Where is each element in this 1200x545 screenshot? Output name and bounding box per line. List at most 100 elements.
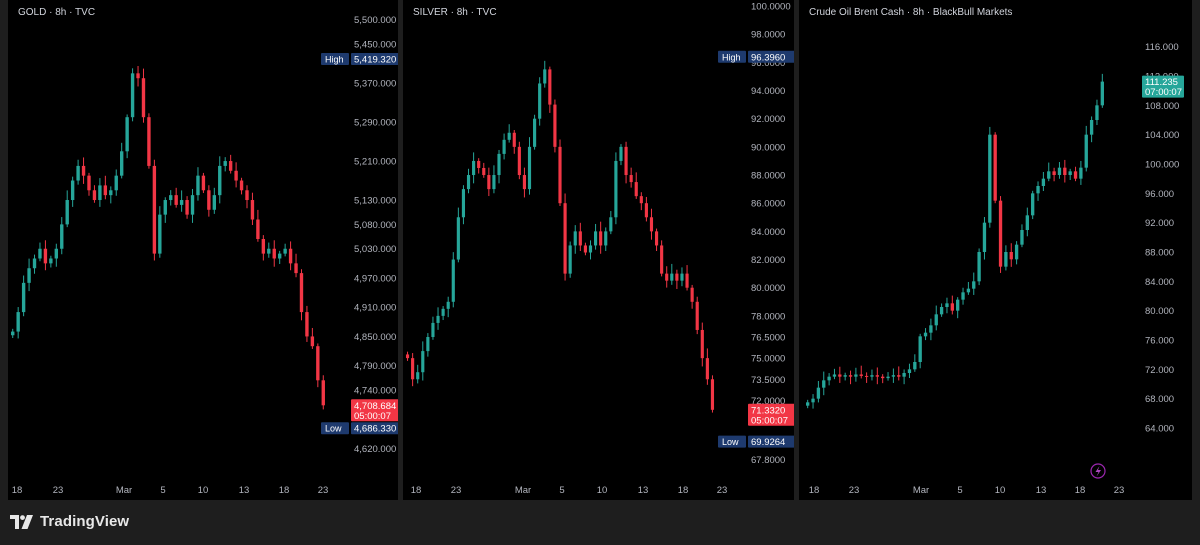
gold-candle [114,175,118,191]
gold-candle [32,258,37,269]
brent-candle [864,375,869,377]
silver-candle [685,273,689,288]
brent-candle [870,375,874,377]
brent-candle [902,373,906,377]
gold-candle [141,78,146,118]
brent-candle [881,376,885,379]
lightning-icon[interactable] [1090,463,1106,479]
gold-candle [158,214,162,254]
tradingview-brand: TradingView [40,513,130,530]
silver-y-tick-label: 94.0000 [751,86,785,97]
brent-candle [891,375,896,377]
gold-chart[interactable]: 5,500.000 5,450.000 5,370.000 5,290.000 5,21… [8,0,398,500]
brent-candle [838,374,842,377]
silver-y-tick-label: 76.5000 [751,333,785,344]
gold-candle [76,165,80,181]
gold-candle [261,239,266,254]
gold-candle [212,195,216,210]
silver-low-tag: 69.9264 Low [718,435,794,448]
silver-candle [654,231,659,246]
brent-y-tick-label: 116.000 [1145,42,1179,53]
gold-x-tick-label: 23 [53,485,64,496]
brent-candle [945,303,949,307]
silver-chart-panel[interactable]: 100.0000 98.0000 96.0000 94.0000 92.0000 90.0… [403,0,794,500]
silver-candle [665,273,669,281]
brent-candle [1057,167,1062,175]
brent-y-tick-label: 108.000 [1145,101,1179,112]
gold-x-tick-label: 18 [12,485,23,496]
gold-candle [299,273,304,313]
gold-candle [103,185,108,196]
silver-chart[interactable]: 100.0000 98.0000 96.0000 94.0000 92.0000 90.0… [403,0,794,500]
brent-candle [988,134,992,223]
brent-candle [1052,171,1056,175]
brent-candle [961,292,965,300]
silver-candle [477,160,481,168]
gold-candle [278,253,282,259]
gold-x-tick-label: 5 [160,485,165,496]
silver-candle [609,217,613,232]
silver-candle [436,315,440,323]
gold-candle [288,248,293,264]
silver-candle [690,287,694,302]
gold-candle [70,180,75,201]
silver-candle [451,259,455,302]
silver-x-tick-label: 5 [559,485,564,496]
gold-candle [245,190,249,201]
gold-candle [190,195,195,215]
brent-candle [1089,120,1094,135]
gold-candle [136,73,140,79]
gold-candle [283,248,287,254]
silver-y-tick-label: 90.0000 [751,142,785,153]
brent-candle [1004,252,1008,267]
gold-candle [16,312,20,332]
silver-candle [705,358,709,380]
silver-candle [502,139,506,154]
brent-chart-panel[interactable]: 116.000112.000108.000104.000100.00096.00… [799,0,1192,500]
brent-candle [966,288,971,293]
silver-y-tick-label: 72.0000 [751,396,785,407]
gold-candle [196,175,200,196]
silver-y-tick-label: 86.0000 [751,199,785,210]
gold-candle [267,248,271,254]
brent-candle [907,369,912,373]
brent-y-tick-label: 72.000 [1145,365,1174,376]
silver-candle [466,175,471,190]
gold-candle [49,258,53,264]
silver-y-tick-label: 92.0000 [751,114,785,125]
silver-candle [482,167,486,176]
brent-chart[interactable]: 116.000112.000108.000104.000100.00096.00… [799,0,1192,500]
brent-y-tick-label: 88.000 [1145,248,1174,259]
gold-chart-panel[interactable]: 5,500.000 5,450.000 5,370.000 5,290.000 5,21… [8,0,398,500]
brent-y-tick-label: 92.000 [1145,218,1174,229]
silver-y-tick-label: 88.0000 [751,171,785,182]
gold-candle [228,161,233,171]
silver-candle [538,83,542,119]
silver-y-tick-label: 84.0000 [751,227,785,238]
silver-y-tick-label: 80.0000 [751,283,785,294]
silver-x-tick-label: 23 [451,485,462,496]
brent-candle [929,325,933,333]
gold-y-tick-label: 5,450.000 [354,40,396,51]
gold-y-tick-label: 4,790.000 [354,361,396,372]
gold-candle [316,346,320,381]
tradingview-logo[interactable]: TradingView [10,513,129,530]
silver-y-tick-label: 98.0000 [751,30,785,41]
svg-text:Low: Low [325,424,342,434]
silver-candle [492,175,496,190]
gold-high-tag: 5,419.320 High [321,53,398,66]
silver-candle [548,69,552,105]
gold-y-tick-label: 5,290.000 [354,118,396,129]
silver-candle [405,354,410,359]
silver-candle [599,231,603,246]
silver-candle [522,175,527,190]
silver-y-tick-label: 73.5000 [751,375,785,386]
brent-candle [1009,252,1013,260]
gold-candle [147,117,151,166]
gold-candle [65,200,69,225]
brent-y-tick-label: 104.000 [1145,130,1179,141]
silver-candle [487,175,491,190]
brent-candle [913,362,917,370]
gold-candle [98,185,102,201]
